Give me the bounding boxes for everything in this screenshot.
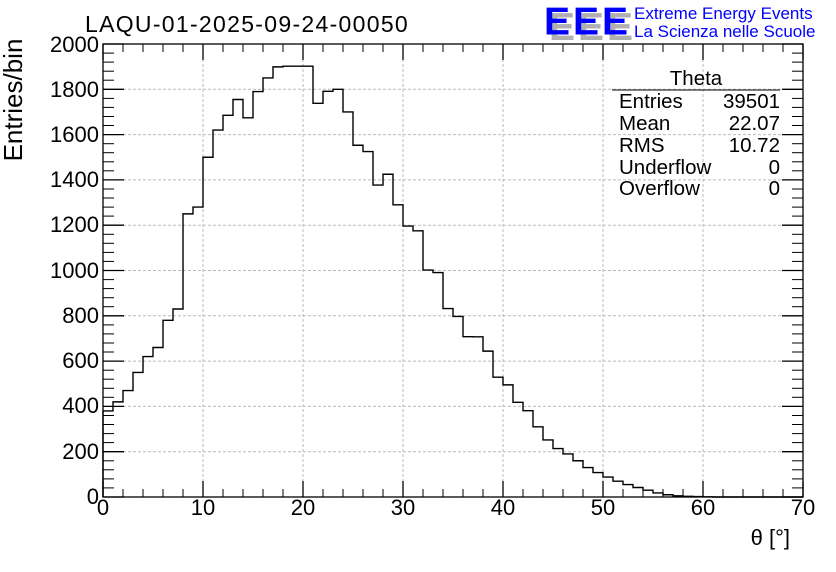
svg-text:30: 30 [391, 495, 415, 520]
svg-text:1400: 1400 [50, 167, 99, 192]
svg-text:20: 20 [291, 495, 315, 520]
svg-text:Mean: Mean [619, 112, 670, 135]
svg-text:400: 400 [62, 393, 99, 418]
svg-text:800: 800 [62, 303, 99, 328]
svg-text:LAQU-01-2025-09-24-00050: LAQU-01-2025-09-24-00050 [85, 11, 409, 37]
svg-text:39501: 39501 [723, 90, 780, 113]
svg-text:RMS: RMS [619, 134, 665, 157]
svg-text:1600: 1600 [50, 122, 99, 147]
svg-text:600: 600 [62, 348, 99, 373]
svg-text:1800: 1800 [50, 77, 99, 102]
svg-text:Underflow: Underflow [619, 156, 711, 179]
svg-text:50: 50 [591, 495, 615, 520]
svg-text:1000: 1000 [50, 258, 99, 283]
svg-text:22.07: 22.07 [729, 112, 780, 135]
svg-text:0: 0 [87, 484, 99, 509]
svg-text:EEE: EEE [544, 1, 631, 44]
svg-text:0: 0 [769, 177, 780, 200]
svg-text:θ [°]: θ [°] [751, 525, 790, 550]
svg-text:200: 200 [62, 439, 99, 464]
svg-text:0: 0 [769, 156, 780, 179]
svg-text:Extreme Energy Events: Extreme Energy Events [634, 4, 813, 23]
svg-text:1200: 1200 [50, 212, 99, 237]
svg-text:Overflow: Overflow [619, 177, 700, 200]
svg-text:70: 70 [791, 495, 815, 520]
svg-text:Entries: Entries [619, 90, 683, 113]
svg-text:40: 40 [491, 495, 515, 520]
svg-text:60: 60 [691, 495, 715, 520]
svg-text:10: 10 [191, 495, 215, 520]
svg-text:Theta: Theta [670, 67, 723, 90]
svg-text:10.72: 10.72 [729, 134, 780, 157]
svg-text:La Scienza nelle Scuole: La Scienza nelle Scuole [634, 22, 815, 41]
svg-text:Entries/bin: Entries/bin [0, 39, 28, 162]
